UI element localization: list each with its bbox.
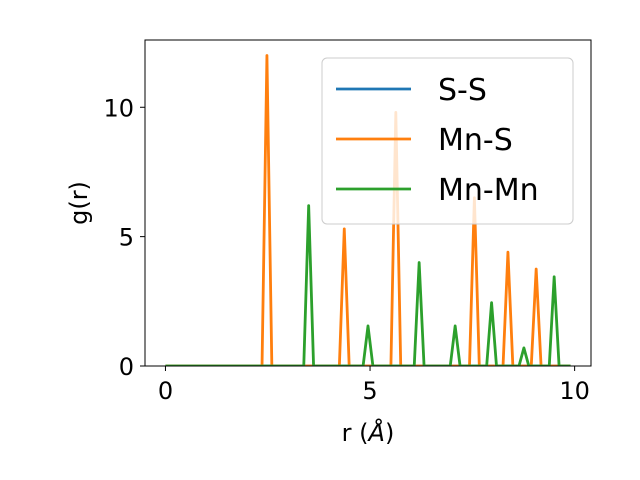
series-layer <box>165 54 571 366</box>
x-tick-label: 10 <box>559 377 590 405</box>
legend-box <box>321 57 574 225</box>
legend-label-s-s: S-S <box>438 73 487 108</box>
legend-label-mn-s: Mn-S <box>438 123 513 158</box>
x-tick-label: 0 <box>158 377 173 405</box>
y-tick-label: 5 <box>119 224 134 252</box>
y-tick-label: 0 <box>119 353 134 381</box>
y-tick-label: 10 <box>103 94 134 122</box>
axes: 0 5 10 0 5 10 r (Å) g(r) <box>65 39 592 447</box>
legend-label-mn-mn: Mn-Mn <box>438 173 539 208</box>
x-axis-label: r (Å) <box>342 418 395 447</box>
y-axis-label: g(r) <box>65 181 93 225</box>
plot-frame <box>144 39 592 367</box>
series-line-mn-mn <box>165 204 571 366</box>
x-tick-label: 5 <box>362 377 377 405</box>
legend: S-S Mn-S Mn-Mn <box>321 57 574 225</box>
